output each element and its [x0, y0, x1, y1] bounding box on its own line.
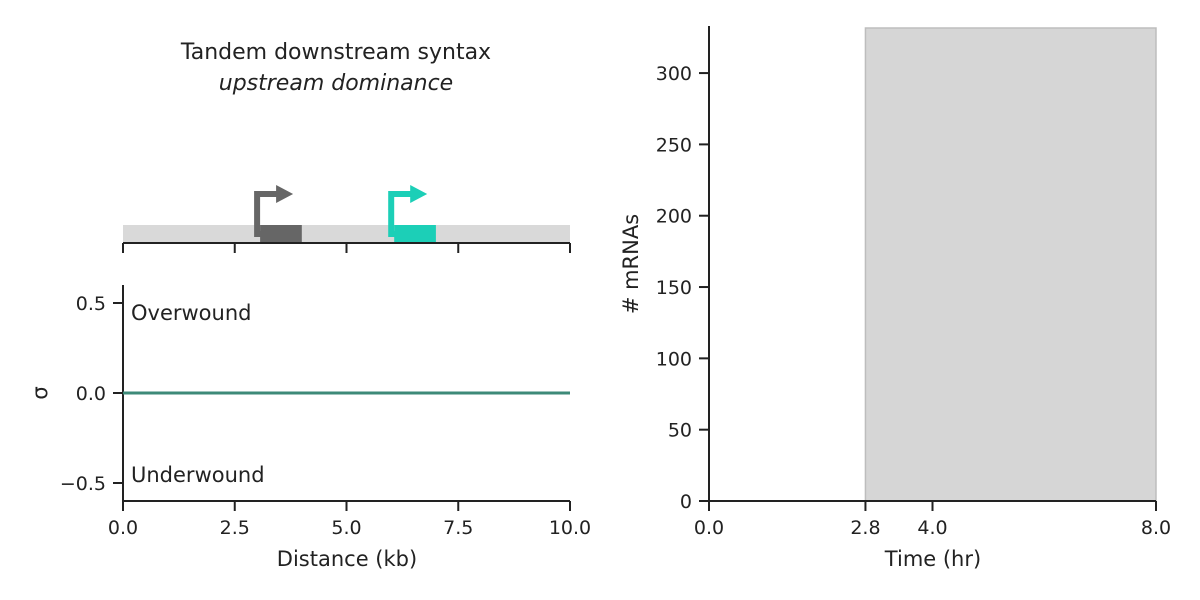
y-tick-label: 250: [656, 134, 692, 156]
x-tick-label: 0.0: [108, 517, 138, 539]
y-tick-label: 150: [656, 277, 692, 299]
y-tick-label: 0.0: [76, 383, 106, 405]
x-tick-label: 2.5: [220, 517, 250, 539]
x-axis-label: Time (hr): [884, 547, 981, 571]
y-tick-label: 100: [656, 348, 692, 370]
diagram-subtitle: upstream dominance: [219, 71, 453, 96]
diagram-title: Tandem downstream syntax: [180, 40, 491, 65]
promoter-arrow-1: [254, 191, 281, 237]
underwound-annotation: Underwound: [131, 463, 265, 487]
promoter-arrowhead-1: [276, 185, 294, 203]
y-tick-label: 300: [656, 63, 692, 85]
gene-block-2: [394, 225, 436, 243]
gene-diagram-panel: Tandem downstream syntax upstream domina…: [122, 40, 571, 253]
y-tick-label: −0.5: [60, 473, 106, 495]
y-tick-label: 200: [656, 206, 692, 228]
promoter-arrowhead-2: [410, 185, 428, 203]
x-tick-label: 8.0: [1141, 517, 1171, 539]
x-tick-label: 0.0: [694, 517, 724, 539]
mrna-plot-content: 0.0 2.8 4.0 8.0 0 50 100 150 200 250 300: [656, 26, 1171, 539]
supercoiling-plot: 0.0 2.5 5.0 7.5 10.00.50.0−0.5 Distance (kb)…: [28, 285, 591, 571]
x-tick-label: 5.0: [331, 517, 361, 539]
x-tick-label: 2.8: [850, 517, 880, 539]
x-tick-label: 10.0: [549, 517, 591, 539]
mrna-plot: 0.0 2.8 4.0 8.0 0 50 100 150 200 250 300 Time (hr)…: [619, 26, 1171, 571]
y-axis-label: σ: [28, 386, 52, 399]
y-axis-label: # mRNAs: [619, 214, 643, 314]
shaded-region: [864, 27, 1157, 502]
x-axis-label: Distance (kb): [277, 547, 417, 571]
y-tick-label: 0.5: [76, 293, 106, 315]
y-tick-label: 0: [680, 491, 692, 513]
diagram-content: [122, 185, 571, 253]
supercoiling-plot-content: 0.0 2.5 5.0 7.5 10.00.50.0−0.5: [60, 285, 591, 539]
y-tick-label: 50: [668, 420, 692, 442]
gene-block-1: [260, 225, 302, 243]
promoter-arrow-2: [388, 191, 415, 237]
dna-track: [123, 225, 570, 243]
x-tick-label: 4.0: [917, 517, 947, 539]
x-tick-label: 7.5: [443, 517, 473, 539]
overwound-annotation: Overwound: [131, 301, 251, 325]
